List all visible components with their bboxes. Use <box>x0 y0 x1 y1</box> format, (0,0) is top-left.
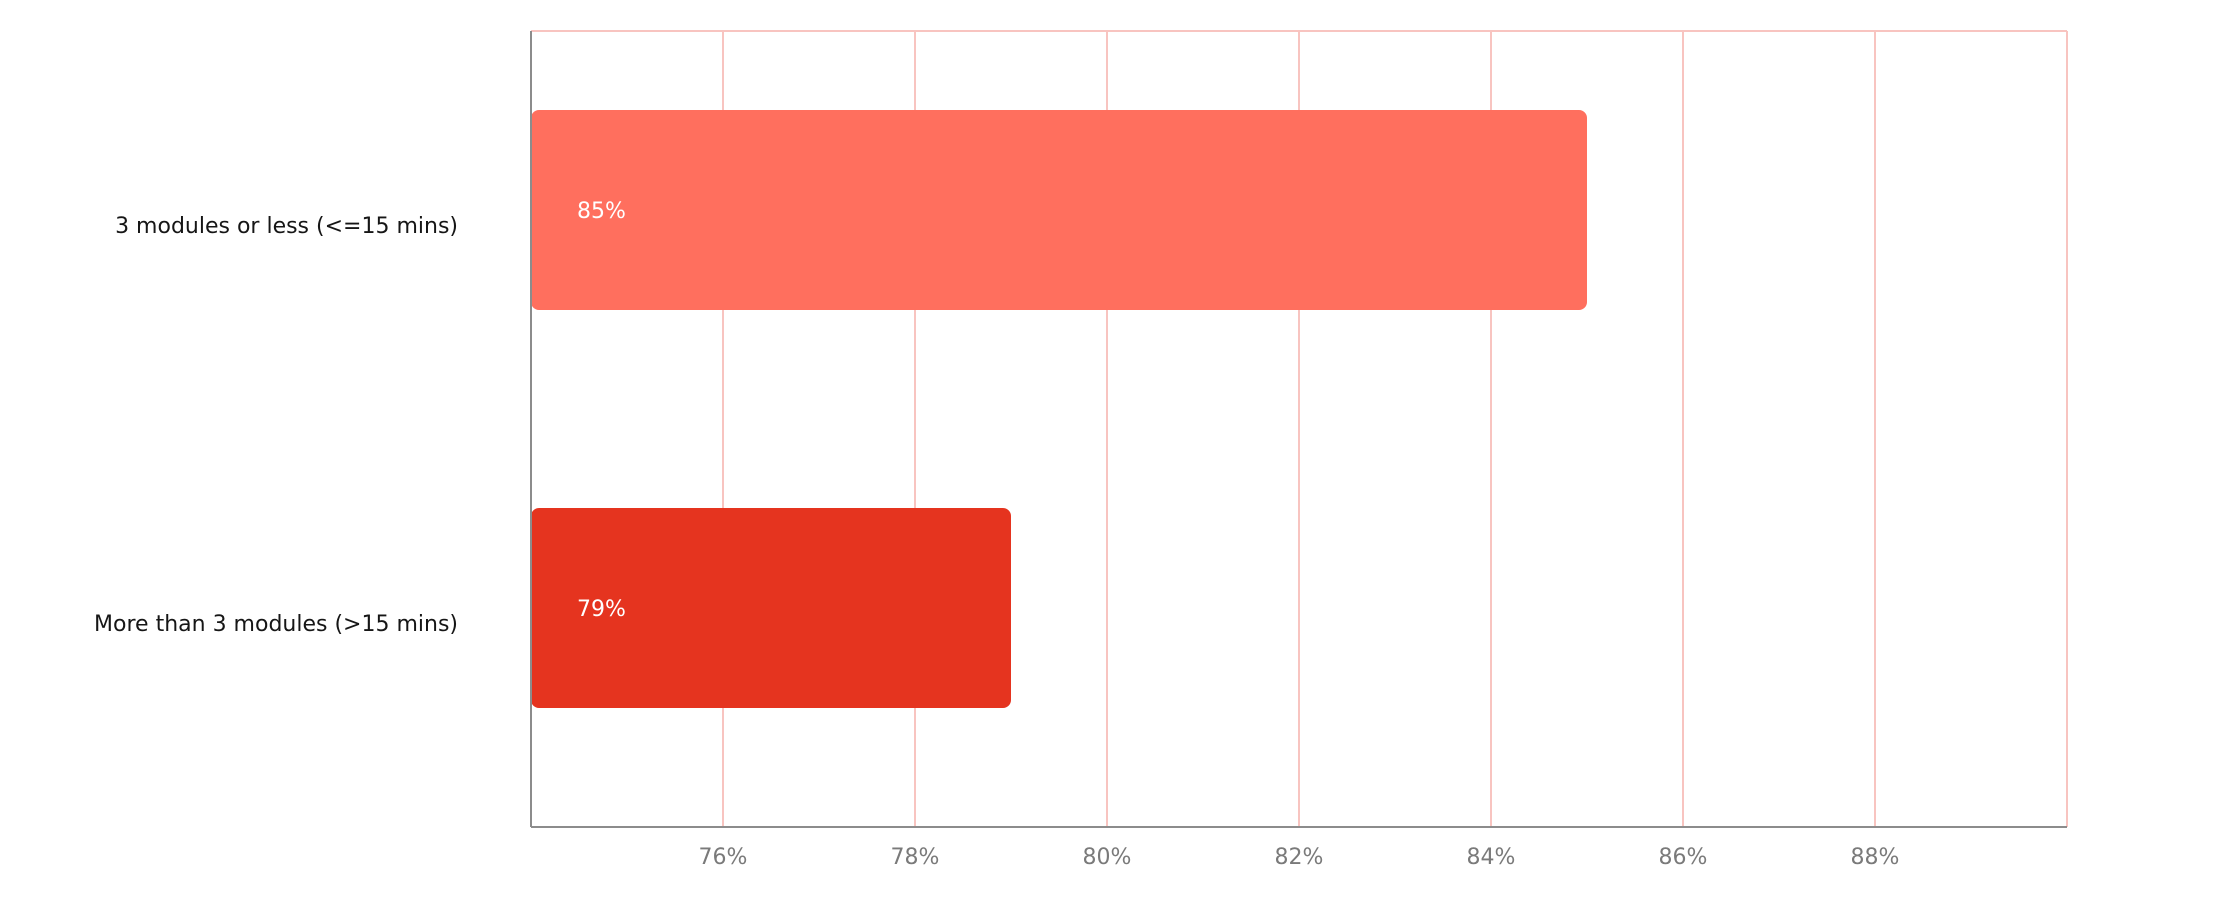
category-label: 3 modules or less (<=15 mins) <box>115 214 458 239</box>
x-tick-label: 82% <box>1275 845 1324 870</box>
bars <box>531 110 1587 708</box>
x-tick-label: 86% <box>1659 845 1708 870</box>
x-tick-label: 78% <box>891 845 940 870</box>
bar <box>531 508 1011 708</box>
bar <box>531 110 1587 310</box>
category-label: More than 3 modules (>15 mins) <box>94 612 458 637</box>
x-tick-label: 88% <box>1851 845 1900 870</box>
x-tick-label: 80% <box>1083 845 1132 870</box>
axes <box>530 31 2067 828</box>
data-label: 85% <box>577 199 626 224</box>
x-tick-label: 84% <box>1467 845 1516 870</box>
labels: 85% 3 modules or less (<=15 mins) 79% More … <box>94 199 1899 870</box>
data-label: 79% <box>577 597 626 622</box>
x-tick-label: 76% <box>699 845 748 870</box>
